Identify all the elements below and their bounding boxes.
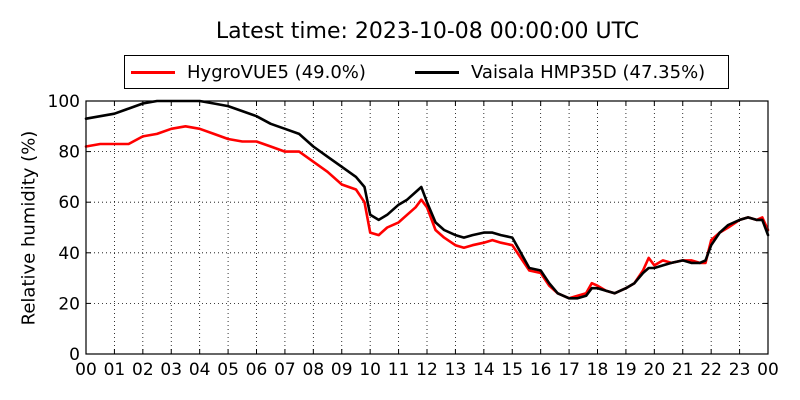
legend-entry-hygrovue5: HygroVUE5 (49.0%)	[131, 56, 366, 88]
y-tick-label: 20	[58, 294, 80, 314]
y-tick-label: 100	[48, 92, 80, 112]
x-tick-label: 12	[416, 360, 438, 380]
x-tick-label: 11	[388, 360, 410, 380]
y-tick-label: 0	[69, 345, 80, 365]
x-tick-labels: 00 01 02 03 04 05 06 07 08 09 10 11 12 13 14 15 16 17 18 19…	[75, 360, 779, 380]
legend-entry-vaisala: Vaisala HMP35D (47.35%)	[415, 56, 705, 88]
x-tick-label: 00	[757, 360, 779, 380]
x-tick-label: 13	[445, 360, 467, 380]
series-line-vaisala	[84, 99, 770, 300]
x-tick-label: 08	[303, 360, 325, 380]
x-tick-label: 22	[700, 360, 722, 380]
x-tick-label: 01	[104, 360, 126, 380]
x-tick-label: 03	[160, 360, 182, 380]
x-tick-label: 19	[615, 360, 637, 380]
ticks	[85, 100, 769, 355]
x-tick-label: 10	[359, 360, 381, 380]
series-lines	[84, 99, 770, 300]
y-tick-label: 40	[58, 244, 80, 264]
x-tick-label: 17	[558, 360, 580, 380]
x-tick-label: 21	[672, 360, 694, 380]
chart-title: Latest time: 2023-10-08 00:00:00 UTC	[215, 19, 640, 44]
x-tick-label: 15	[501, 360, 523, 380]
x-tick-label: 06	[246, 360, 268, 380]
x-tick-label: 02	[132, 360, 154, 380]
x-tick-label: 16	[530, 360, 552, 380]
x-tick-label: 14	[473, 360, 495, 380]
y-tick-label: 80	[58, 143, 80, 163]
legend-label-hygrovue5: HygroVUE5 (49.0%)	[187, 61, 366, 83]
legend-label-vaisala: Vaisala HMP35D (47.35%)	[471, 61, 706, 83]
x-tick-label: 07	[274, 360, 296, 380]
x-tick-label: 00	[75, 360, 97, 380]
x-tick-label: 09	[331, 360, 353, 380]
x-tick-label: 18	[587, 360, 609, 380]
y-tick-label: 60	[58, 193, 80, 213]
x-tick-label: 20	[644, 360, 666, 380]
x-tick-label: 05	[217, 360, 239, 380]
y-tick-labels: 0 20 40 60 80 100	[48, 92, 80, 365]
legend-swatch-hygrovue5	[131, 70, 175, 74]
series-line-hygrovue5	[84, 125, 770, 300]
grid	[86, 101, 768, 354]
legend: HygroVUE5 (49.0%) Vaisala HMP35D (47.35%…	[124, 55, 729, 89]
x-tick-label: 23	[729, 360, 751, 380]
legend-swatch-vaisala	[415, 70, 459, 74]
x-tick-label: 04	[189, 360, 211, 380]
plot-frame	[85, 100, 769, 355]
